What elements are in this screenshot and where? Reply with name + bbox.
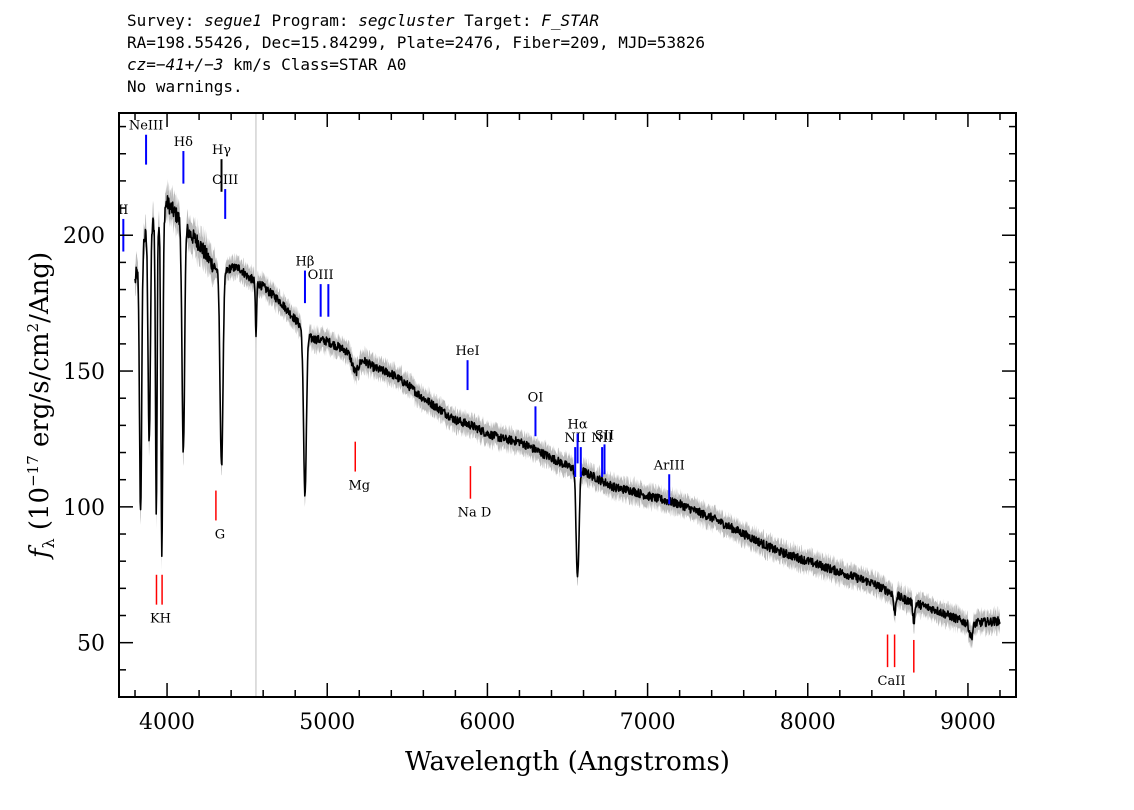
y-axis-title-part: /Ang) [25,252,55,323]
program-value: segcluster [358,11,455,30]
header-line-redshift: cz=−41+/−3 km/s Class=STAR A0 [127,54,705,76]
emission-line-label-14: SII [595,428,614,443]
y-axis-title-part: (10 [25,487,55,539]
target-label: Target: [454,11,542,30]
emission-line-label-11: Hα [568,418,588,433]
header-line-warnings: No warnings. [127,77,243,96]
y-tick-label: 200 [63,224,105,249]
ticks-layer [119,113,1016,697]
emission-line-label-0: NeIII [129,119,163,134]
x-tick-label: 5000 [299,710,355,735]
header-line-coordinates: RA=198.55426, Dec=15.84299, Plate=2476, … [127,33,705,52]
x-tick-label: 4000 [139,710,195,735]
emission-line-label-4: II [118,203,128,218]
emission-line-label-9: OI [528,390,544,405]
line-markers-layer: NeIIIHδHγOIIIIIHβOIIIHeIOINIIHαNIISIIArI… [118,119,915,689]
emission-line-label-8: HeI [455,344,479,359]
x-tick-label: 6000 [459,710,515,735]
y-tick-label: 100 [63,496,105,521]
emission-line-label-10: NII [564,431,586,446]
flux-line [134,195,1001,641]
y-axis-title-part: −17 [24,455,42,487]
emission-line-label-6: OIII [308,268,334,283]
absorption-line-label-0: KH [150,612,171,627]
y-axis-title-part: λ [39,538,58,548]
absorption-line-label-4: Na D [458,506,492,521]
absorption-line-label-5: CaII [878,674,906,689]
y-tick-label: 150 [63,360,105,385]
y-axis-title-part: erg/s/cm [25,332,55,455]
emission-line-label-13: NII [591,431,613,446]
emission-line-label-15: ArIII [653,458,685,473]
plot-frame [118,112,1017,698]
x-tick-label: 8000 [780,710,836,735]
emission-line-label-3: OIII [212,173,238,188]
emission-line-label-5: Hβ [296,255,315,270]
redshift-value: cz=−41+/−3 [127,55,224,74]
target-value: F_STAR [541,11,600,30]
flux-layer [134,195,1001,641]
x-tick-label: 9000 [940,710,996,735]
program-label: Program: [261,11,359,30]
emission-line-label-2: Hγ [212,143,231,158]
absorption-line-label-2: G [215,527,225,542]
header-line-survey: Survey: segue1 Program: segcluster Targe… [127,10,705,32]
spectrum-header: Survey: segue1 Program: segcluster Targe… [127,10,705,98]
emission-line-label-1: Hδ [174,135,193,150]
error-band-layer [135,179,1000,649]
survey-label: Survey: [127,11,205,30]
absorption-line-label-3: Mg [348,479,370,494]
flux-error-band [135,179,1000,649]
class-value: km/s Class=STAR A0 [223,55,407,74]
x-tick-label: 7000 [620,710,676,735]
survey-value: segue1 [204,11,262,30]
y-axis-title-part: 2 [24,323,42,333]
y-tick-label: 50 [77,632,105,657]
x-axis-title: Wavelength (Angstroms) [405,747,730,777]
tick-labels-layer: 4000 5000 6000 7000 8000 9000 50 100 150 200 [63,224,996,735]
y-axis-title: fλ (10−17 erg/s/cm2/Ang) [24,252,58,560]
